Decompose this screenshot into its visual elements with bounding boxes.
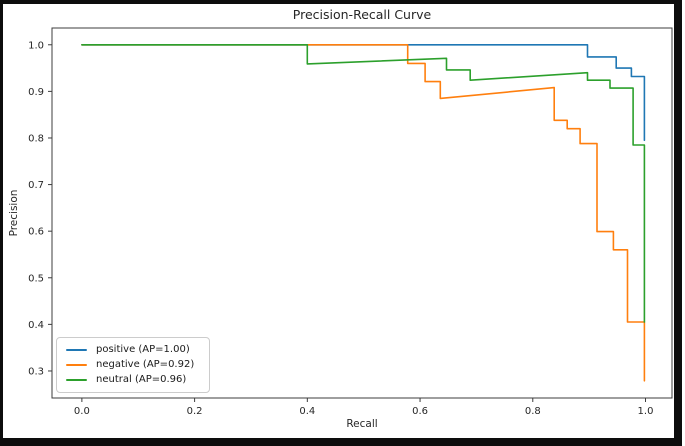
series-positive [81, 43, 646, 142]
x-tick-label: 0.6 [412, 406, 428, 417]
x-tick-label: 0.0 [74, 406, 90, 417]
series-negative [81, 43, 646, 382]
legend-label: neutral (AP=0.96) [96, 373, 187, 385]
x-tick-label: 0.4 [299, 406, 315, 417]
legend-label: negative (AP=0.92) [96, 358, 195, 370]
x-tick-label: 0.2 [187, 406, 203, 417]
x-tick-label: 0.8 [525, 406, 541, 417]
y-tick-label: 0.9 [28, 87, 44, 98]
legend-label: positive (AP=1.00) [96, 344, 190, 356]
y-tick-label: 0.8 [28, 133, 44, 144]
y-tick-label: 0.5 [28, 273, 44, 284]
legend-item-neutral: neutral (AP=0.96) [66, 374, 200, 386]
y-tick-label: 0.7 [28, 180, 44, 191]
chart-title: Precision-Recall Curve [292, 7, 432, 22]
legend-item-positive: positive (AP=1.00) [66, 344, 200, 356]
y-tick-label: 0.3 [28, 366, 44, 377]
y-tick-label: 0.6 [28, 227, 44, 238]
plot-spines [51, 27, 673, 399]
x-axis-label: Recall [346, 418, 378, 430]
series-neutral [81, 43, 646, 323]
y-tick-label: 1.0 [28, 40, 44, 51]
legend: positive (AP=1.00) negative (AP=0.92) neut… [56, 337, 210, 393]
legend-swatch-positive [66, 349, 87, 352]
x-tick-label: 1.0 [638, 406, 654, 417]
legend-swatch-neutral [66, 378, 87, 381]
legend-swatch-negative [66, 363, 87, 366]
y-tick-label: 0.4 [28, 320, 44, 331]
legend-item-negative: negative (AP=0.92) [66, 359, 200, 371]
y-axis-label: Precision [8, 189, 20, 237]
